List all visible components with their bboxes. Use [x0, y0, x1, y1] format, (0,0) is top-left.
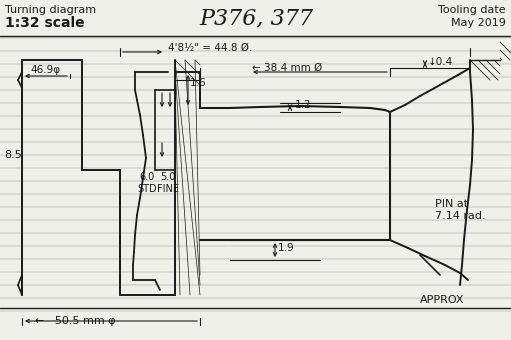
Text: P376, 377: P376, 377 [199, 7, 313, 29]
Text: 6.0
STD: 6.0 STD [137, 172, 157, 194]
Text: ← 38.4 mm Ø: ← 38.4 mm Ø [252, 63, 322, 73]
Text: ←   50.5 mm φ: ← 50.5 mm φ [35, 316, 115, 326]
Text: 4'8½" = 44.8 Ø.: 4'8½" = 44.8 Ø. [168, 43, 252, 53]
Text: 1:32 scale: 1:32 scale [5, 16, 85, 30]
Text: 1.2: 1.2 [295, 100, 312, 110]
Text: PIN at
7.14 rad.: PIN at 7.14 rad. [435, 199, 485, 221]
Text: Tooling date: Tooling date [438, 5, 506, 15]
Text: May 2019: May 2019 [451, 18, 506, 28]
Text: 46.9φ: 46.9φ [30, 65, 60, 75]
Text: 1.9: 1.9 [278, 243, 295, 253]
Text: APPROX: APPROX [420, 295, 464, 305]
Text: Turning diagram: Turning diagram [5, 5, 96, 15]
Text: 5.0
FINE: 5.0 FINE [157, 172, 179, 194]
Text: ↓0.4: ↓0.4 [428, 57, 453, 67]
Text: 8.5: 8.5 [4, 150, 22, 160]
Text: 1.6: 1.6 [190, 78, 206, 88]
